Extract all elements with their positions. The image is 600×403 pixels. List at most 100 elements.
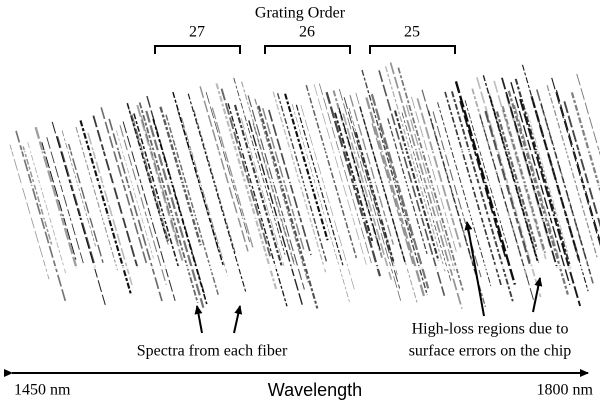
streak: [505, 94, 552, 247]
streak: [27, 142, 67, 275]
streak: [411, 96, 457, 252]
streak: [513, 104, 560, 259]
streak: [252, 123, 295, 265]
streak: [416, 98, 462, 248]
order-label: 27: [189, 24, 205, 41]
streak: [119, 125, 167, 285]
streak: [540, 102, 592, 275]
streak: [313, 84, 367, 265]
streak: [276, 93, 328, 262]
streak: [138, 102, 199, 304]
streak: [437, 102, 492, 286]
axis-label: Wavelength: [268, 380, 362, 400]
streak: [75, 126, 119, 271]
streak: [116, 130, 154, 259]
streak: [165, 114, 219, 295]
gap: [0, 266, 600, 269]
streak: [193, 110, 236, 253]
annotation: surface errors on the chip: [409, 343, 572, 360]
streak: [530, 95, 581, 261]
streak: [268, 109, 312, 256]
gap: [0, 216, 600, 218]
streak: [489, 96, 539, 262]
streak: [100, 107, 148, 266]
streak: [220, 88, 272, 257]
annotation: Spectra from each fiber: [137, 343, 288, 360]
streak: [507, 90, 569, 295]
bracket: [154, 45, 241, 54]
streak: [365, 97, 425, 297]
arrow: [464, 221, 485, 317]
streak: [387, 118, 428, 255]
streak: [349, 95, 394, 245]
streak: [295, 104, 344, 267]
spectra-image: [9, 62, 600, 309]
axis-end: 1800 nm: [537, 382, 594, 399]
streak: [133, 113, 180, 267]
streak: [305, 84, 358, 259]
streak: [46, 137, 84, 264]
streak: [371, 123, 414, 265]
streak: [318, 83, 372, 264]
streak: [187, 93, 247, 292]
streak: [34, 126, 79, 272]
streak: [87, 132, 133, 286]
streak: [338, 108, 382, 253]
streak: [61, 130, 96, 247]
streak: [476, 77, 542, 298]
streak: [233, 77, 286, 255]
streak: [361, 69, 428, 296]
streak: [397, 67, 464, 291]
streak: [527, 112, 569, 253]
streak: [56, 136, 97, 269]
streak: [262, 107, 305, 252]
streak: [464, 100, 509, 250]
streak: [501, 106, 547, 254]
streak: [136, 104, 184, 262]
streak: [140, 115, 180, 247]
streak: [211, 107, 254, 248]
streak: [551, 77, 600, 247]
streak: [291, 103, 351, 305]
gap: [0, 150, 600, 152]
streak: [384, 66, 446, 272]
streak: [366, 129, 418, 303]
streak: [177, 109, 220, 252]
streak: [181, 117, 229, 277]
loss-gaps: [0, 150, 600, 269]
arrow: [233, 305, 243, 334]
streak: [227, 103, 288, 307]
streak: [257, 105, 319, 309]
streak: [152, 118, 208, 305]
streak: [79, 120, 132, 294]
streak: [240, 117, 285, 268]
streak: [9, 144, 50, 280]
bracket: [264, 45, 351, 54]
streak: [241, 81, 296, 265]
streak: [570, 92, 600, 194]
arrow: [194, 305, 203, 334]
streak: [493, 80, 547, 260]
streak: [215, 83, 278, 292]
streak: [284, 93, 329, 241]
streak: [484, 110, 531, 265]
streak: [145, 110, 205, 308]
streak: [272, 91, 327, 275]
bracket: [369, 45, 456, 54]
streak: [459, 100, 508, 260]
arrow: [532, 277, 543, 313]
streak: [378, 70, 446, 296]
streak: [444, 91, 503, 287]
annotation: High-loss regions due to: [412, 321, 569, 338]
streak: [67, 143, 104, 263]
streak: [555, 90, 600, 243]
streak: [576, 73, 600, 156]
streak: [546, 85, 598, 258]
streak: [126, 102, 169, 242]
streak: [343, 97, 401, 289]
streak: [92, 115, 139, 268]
axis-start: 1450 nm: [14, 382, 71, 399]
streak: [454, 81, 517, 285]
gap: [0, 183, 600, 185]
